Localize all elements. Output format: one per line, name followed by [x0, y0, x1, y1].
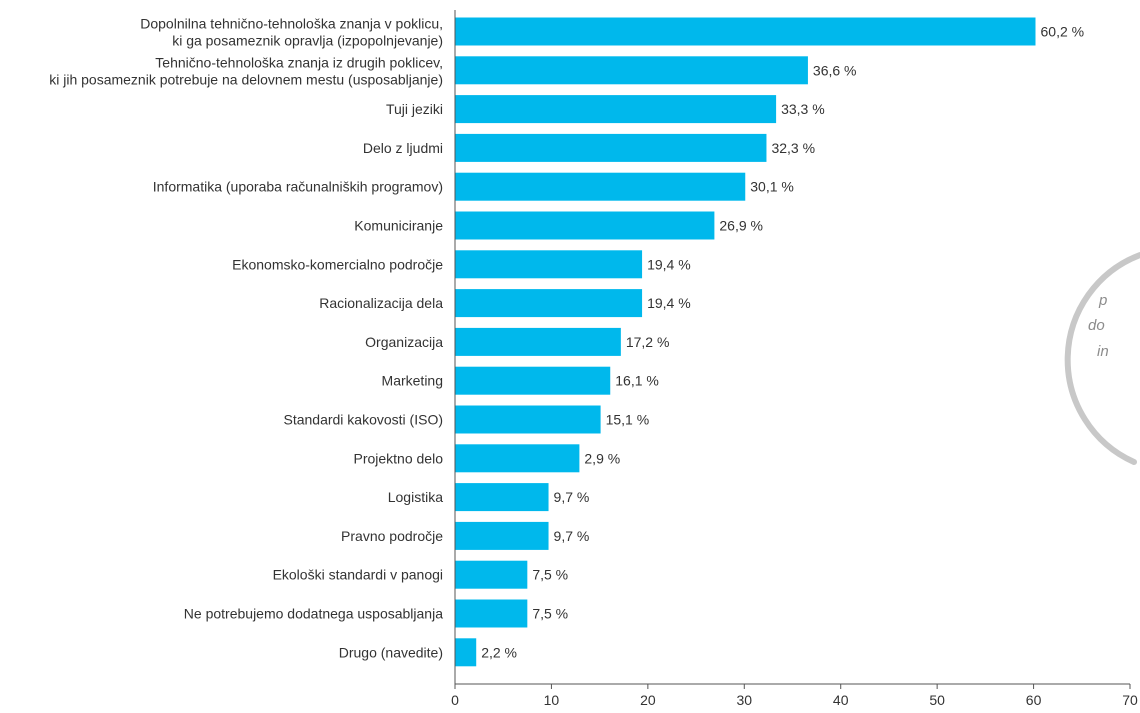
bar — [455, 483, 549, 512]
category-label: Pravno področje — [341, 528, 443, 544]
value-label: 2,9 % — [584, 450, 620, 466]
x-tick-label: 70 — [1122, 692, 1138, 708]
bar — [455, 211, 715, 240]
category-label: Logistika — [388, 489, 443, 505]
value-labels: 60,2 % 36,6 % 33,3 % 32,3 % 30,1 % 26,9 % 19,4… — [481, 24, 1084, 661]
value-label: 17,2 % — [626, 334, 670, 350]
category-label: Drugo (navedite) — [339, 644, 443, 660]
bar — [455, 599, 528, 628]
category-label: Komuniciranje — [354, 218, 443, 234]
value-label: 7,5 % — [532, 567, 568, 583]
value-label: 2,2 % — [481, 644, 517, 660]
value-label: 32,3 % — [771, 140, 815, 156]
bar — [455, 95, 777, 124]
bar — [455, 133, 767, 162]
x-tick-label: 10 — [544, 692, 560, 708]
x-tick-label: 30 — [736, 692, 752, 708]
value-label: 30,1 % — [750, 179, 794, 195]
value-label: 19,4 % — [647, 256, 691, 272]
side-panel-circle: p do in — [1064, 252, 1140, 465]
value-label: 16,1 % — [615, 373, 659, 389]
bar — [455, 366, 611, 395]
x-tick-label: 50 — [929, 692, 945, 708]
side-text-3: in — [1097, 343, 1109, 360]
value-label: 60,2 % — [1041, 24, 1085, 40]
category-labels: Dopolnilna tehnično-tehnološka znanja v … — [49, 16, 443, 661]
category-label: Informatika (uporaba računalniških progr… — [153, 179, 443, 195]
side-text-1: p — [1098, 292, 1107, 309]
category-label: Marketing — [382, 373, 443, 389]
bar — [455, 172, 746, 201]
bar — [455, 56, 808, 85]
value-label: 33,3 % — [781, 101, 825, 117]
value-label: 7,5 % — [532, 606, 568, 622]
x-tick-label: 20 — [640, 692, 656, 708]
side-text-2: do — [1088, 317, 1105, 334]
category-label: Delo z ljudmi — [363, 140, 443, 156]
value-label: 19,4 % — [647, 295, 691, 311]
bar — [455, 289, 643, 318]
category-label: ki jih posameznik potrebuje na delovnem … — [49, 71, 443, 87]
category-label: Ekološki standardi v panogi — [273, 567, 443, 583]
bar — [455, 444, 580, 473]
axes: 0 10 20 30 40 50 60 70 — [451, 10, 1138, 708]
bar — [455, 638, 477, 667]
category-label: Projektno delo — [353, 450, 443, 466]
bar — [455, 405, 601, 434]
bars-layer — [455, 17, 1036, 667]
category-label: Ne potrebujemo dodatnega usposabljanja — [184, 606, 443, 622]
category-label: Tehnično-tehnološka znanja iz drugih pok… — [155, 54, 443, 70]
decorative-arc — [1064, 252, 1140, 465]
bar — [455, 17, 1036, 46]
bar — [455, 560, 528, 589]
value-label: 15,1 % — [606, 412, 650, 428]
category-label: ki ga posameznik opravlja (izpopolnjevan… — [172, 33, 443, 49]
value-label: 26,9 % — [719, 218, 763, 234]
category-label: Racionalizacija dela — [319, 295, 443, 311]
value-label: 9,7 % — [554, 528, 590, 544]
value-label: 36,6 % — [813, 62, 857, 78]
x-tick-label: 60 — [1026, 692, 1042, 708]
category-label: Ekonomsko-komercialno področje — [232, 256, 443, 272]
bar — [455, 521, 549, 550]
x-tick-label: 40 — [833, 692, 849, 708]
category-label: Tuji jeziki — [386, 101, 443, 117]
bar — [455, 250, 643, 279]
x-tick-label: 0 — [451, 692, 459, 708]
value-label: 9,7 % — [554, 489, 590, 505]
category-label: Standardi kakovosti (ISO) — [283, 412, 443, 428]
category-label: Organizacija — [365, 334, 443, 350]
category-label: Dopolnilna tehnično-tehnološka znanja v … — [140, 16, 443, 32]
bar — [455, 327, 621, 356]
